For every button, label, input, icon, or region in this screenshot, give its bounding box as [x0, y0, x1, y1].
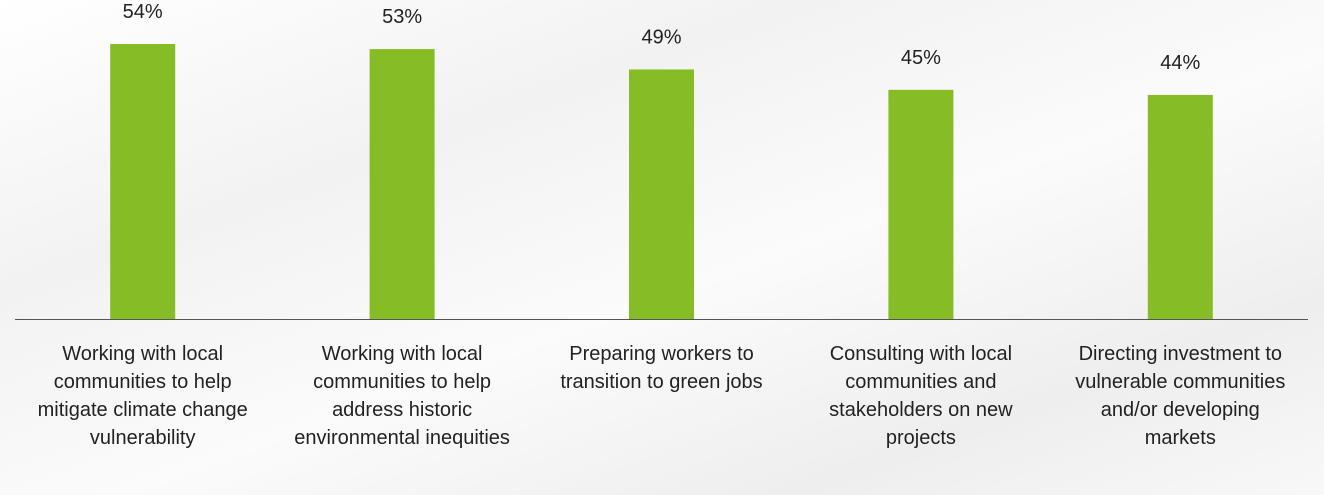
- data-label: 45%: [901, 47, 941, 69]
- bar: [1147, 94, 1213, 319]
- bar: [629, 69, 694, 320]
- x-tick-label: Consulting with local communities and st…: [829, 343, 1013, 449]
- data-label: 44%: [1160, 52, 1200, 74]
- bar: [888, 89, 954, 319]
- data-label: 54%: [123, 1, 163, 23]
- data-label: 49%: [641, 26, 681, 48]
- x-tick-label: Preparing workers to transition to green…: [560, 343, 763, 393]
- x-tick-label: Working with local communities to help a…: [294, 343, 510, 449]
- data-label: 53%: [382, 6, 422, 28]
- bar: [110, 44, 176, 319]
- x-tick-label: Working with local communities to help m…: [37, 343, 248, 449]
- x-tick-label: Directing investment to vulnerable commu…: [1075, 343, 1286, 449]
- bar: [369, 49, 435, 320]
